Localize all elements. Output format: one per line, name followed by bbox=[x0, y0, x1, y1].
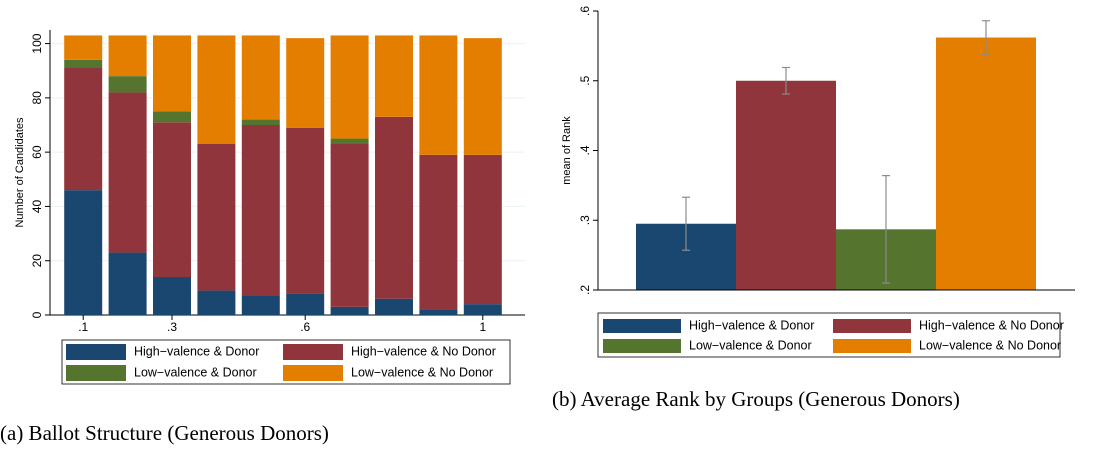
bar-segment bbox=[286, 38, 325, 128]
bar-segment bbox=[64, 68, 103, 191]
caption: (b) Average Rank by Groups (Generous Don… bbox=[552, 387, 960, 411]
legend-label: High−valence & Donor bbox=[689, 318, 814, 332]
bar bbox=[736, 80, 836, 290]
bar-segment bbox=[330, 35, 369, 139]
y-tick-label: 100 bbox=[30, 33, 44, 53]
y-tick-label: .3 bbox=[578, 215, 592, 225]
legend-swatch bbox=[283, 365, 343, 381]
x-tick-label: .6 bbox=[300, 320, 310, 334]
bar-segment bbox=[330, 144, 369, 307]
legend-label: Low−valence & Donor bbox=[134, 365, 257, 379]
bar bbox=[936, 37, 1036, 290]
bar-segment bbox=[286, 293, 325, 315]
bar-segment bbox=[197, 144, 236, 291]
bar-segment bbox=[153, 35, 191, 112]
legend-label: Low−valence & Donor bbox=[689, 338, 812, 352]
legend-swatch bbox=[603, 339, 681, 353]
bar-segment bbox=[419, 154, 458, 310]
bar-segment bbox=[241, 296, 280, 315]
legend-label: High−valence & Donor bbox=[134, 344, 259, 358]
bar-segment bbox=[330, 306, 369, 315]
bar-segment bbox=[108, 35, 147, 77]
x-tick-label: 1 bbox=[479, 320, 486, 334]
legend-swatch bbox=[66, 365, 126, 381]
legend-label: High−valence & No Donor bbox=[351, 344, 496, 358]
bar-segment bbox=[375, 298, 413, 315]
caption: (a) Ballot Structure (Generous Donors) bbox=[0, 421, 329, 445]
bar-segment bbox=[419, 35, 458, 155]
legend-label: Low−valence & No Donor bbox=[919, 338, 1061, 352]
legend-label: High−valence & No Donor bbox=[919, 318, 1064, 332]
bar-segment bbox=[330, 138, 369, 144]
bar-segment bbox=[241, 35, 280, 120]
y-axis-label: Number of Candidates bbox=[14, 117, 26, 228]
legend-swatch bbox=[833, 339, 911, 353]
bar-segment bbox=[108, 76, 147, 93]
bar-segment bbox=[241, 119, 280, 125]
bar-segment bbox=[197, 35, 236, 144]
bar-segment bbox=[108, 252, 147, 315]
legend-label: Low−valence & No Donor bbox=[351, 365, 493, 379]
y-tick-label: 60 bbox=[30, 145, 44, 159]
bar-segment bbox=[419, 309, 458, 315]
bar-segment bbox=[153, 111, 191, 123]
y-tick-label: 80 bbox=[30, 91, 44, 105]
bar-segment bbox=[108, 92, 147, 253]
bar-segment bbox=[197, 290, 236, 315]
y-tick-label: .5 bbox=[578, 75, 592, 85]
legend-swatch bbox=[833, 319, 911, 333]
y-tick-label: 40 bbox=[30, 199, 44, 213]
bar-segment bbox=[241, 125, 280, 296]
bar-segment bbox=[375, 116, 413, 299]
y-tick-label: .4 bbox=[578, 145, 592, 155]
bar-segment bbox=[286, 127, 325, 294]
y-tick-label: 20 bbox=[30, 254, 44, 268]
bar-segment bbox=[463, 154, 502, 305]
legend-swatch bbox=[66, 344, 126, 360]
y-tick-label: .2 bbox=[578, 285, 592, 295]
bar-segment bbox=[153, 122, 191, 278]
x-tick-label: .3 bbox=[167, 320, 177, 334]
bar-segment bbox=[375, 35, 413, 117]
legend-swatch bbox=[283, 344, 343, 360]
bar-segment bbox=[153, 277, 191, 315]
x-tick-label: .1 bbox=[78, 320, 88, 334]
y-axis-label: mean of Rank bbox=[561, 116, 573, 185]
y-tick-label: 0 bbox=[30, 311, 44, 318]
bar-segment bbox=[64, 59, 103, 68]
bar-segment bbox=[64, 35, 103, 60]
y-tick-label: .6 bbox=[578, 6, 592, 16]
legend-swatch bbox=[603, 319, 681, 333]
bar-segment bbox=[463, 38, 502, 155]
bar-segment bbox=[64, 190, 103, 315]
bar-segment bbox=[463, 304, 502, 315]
